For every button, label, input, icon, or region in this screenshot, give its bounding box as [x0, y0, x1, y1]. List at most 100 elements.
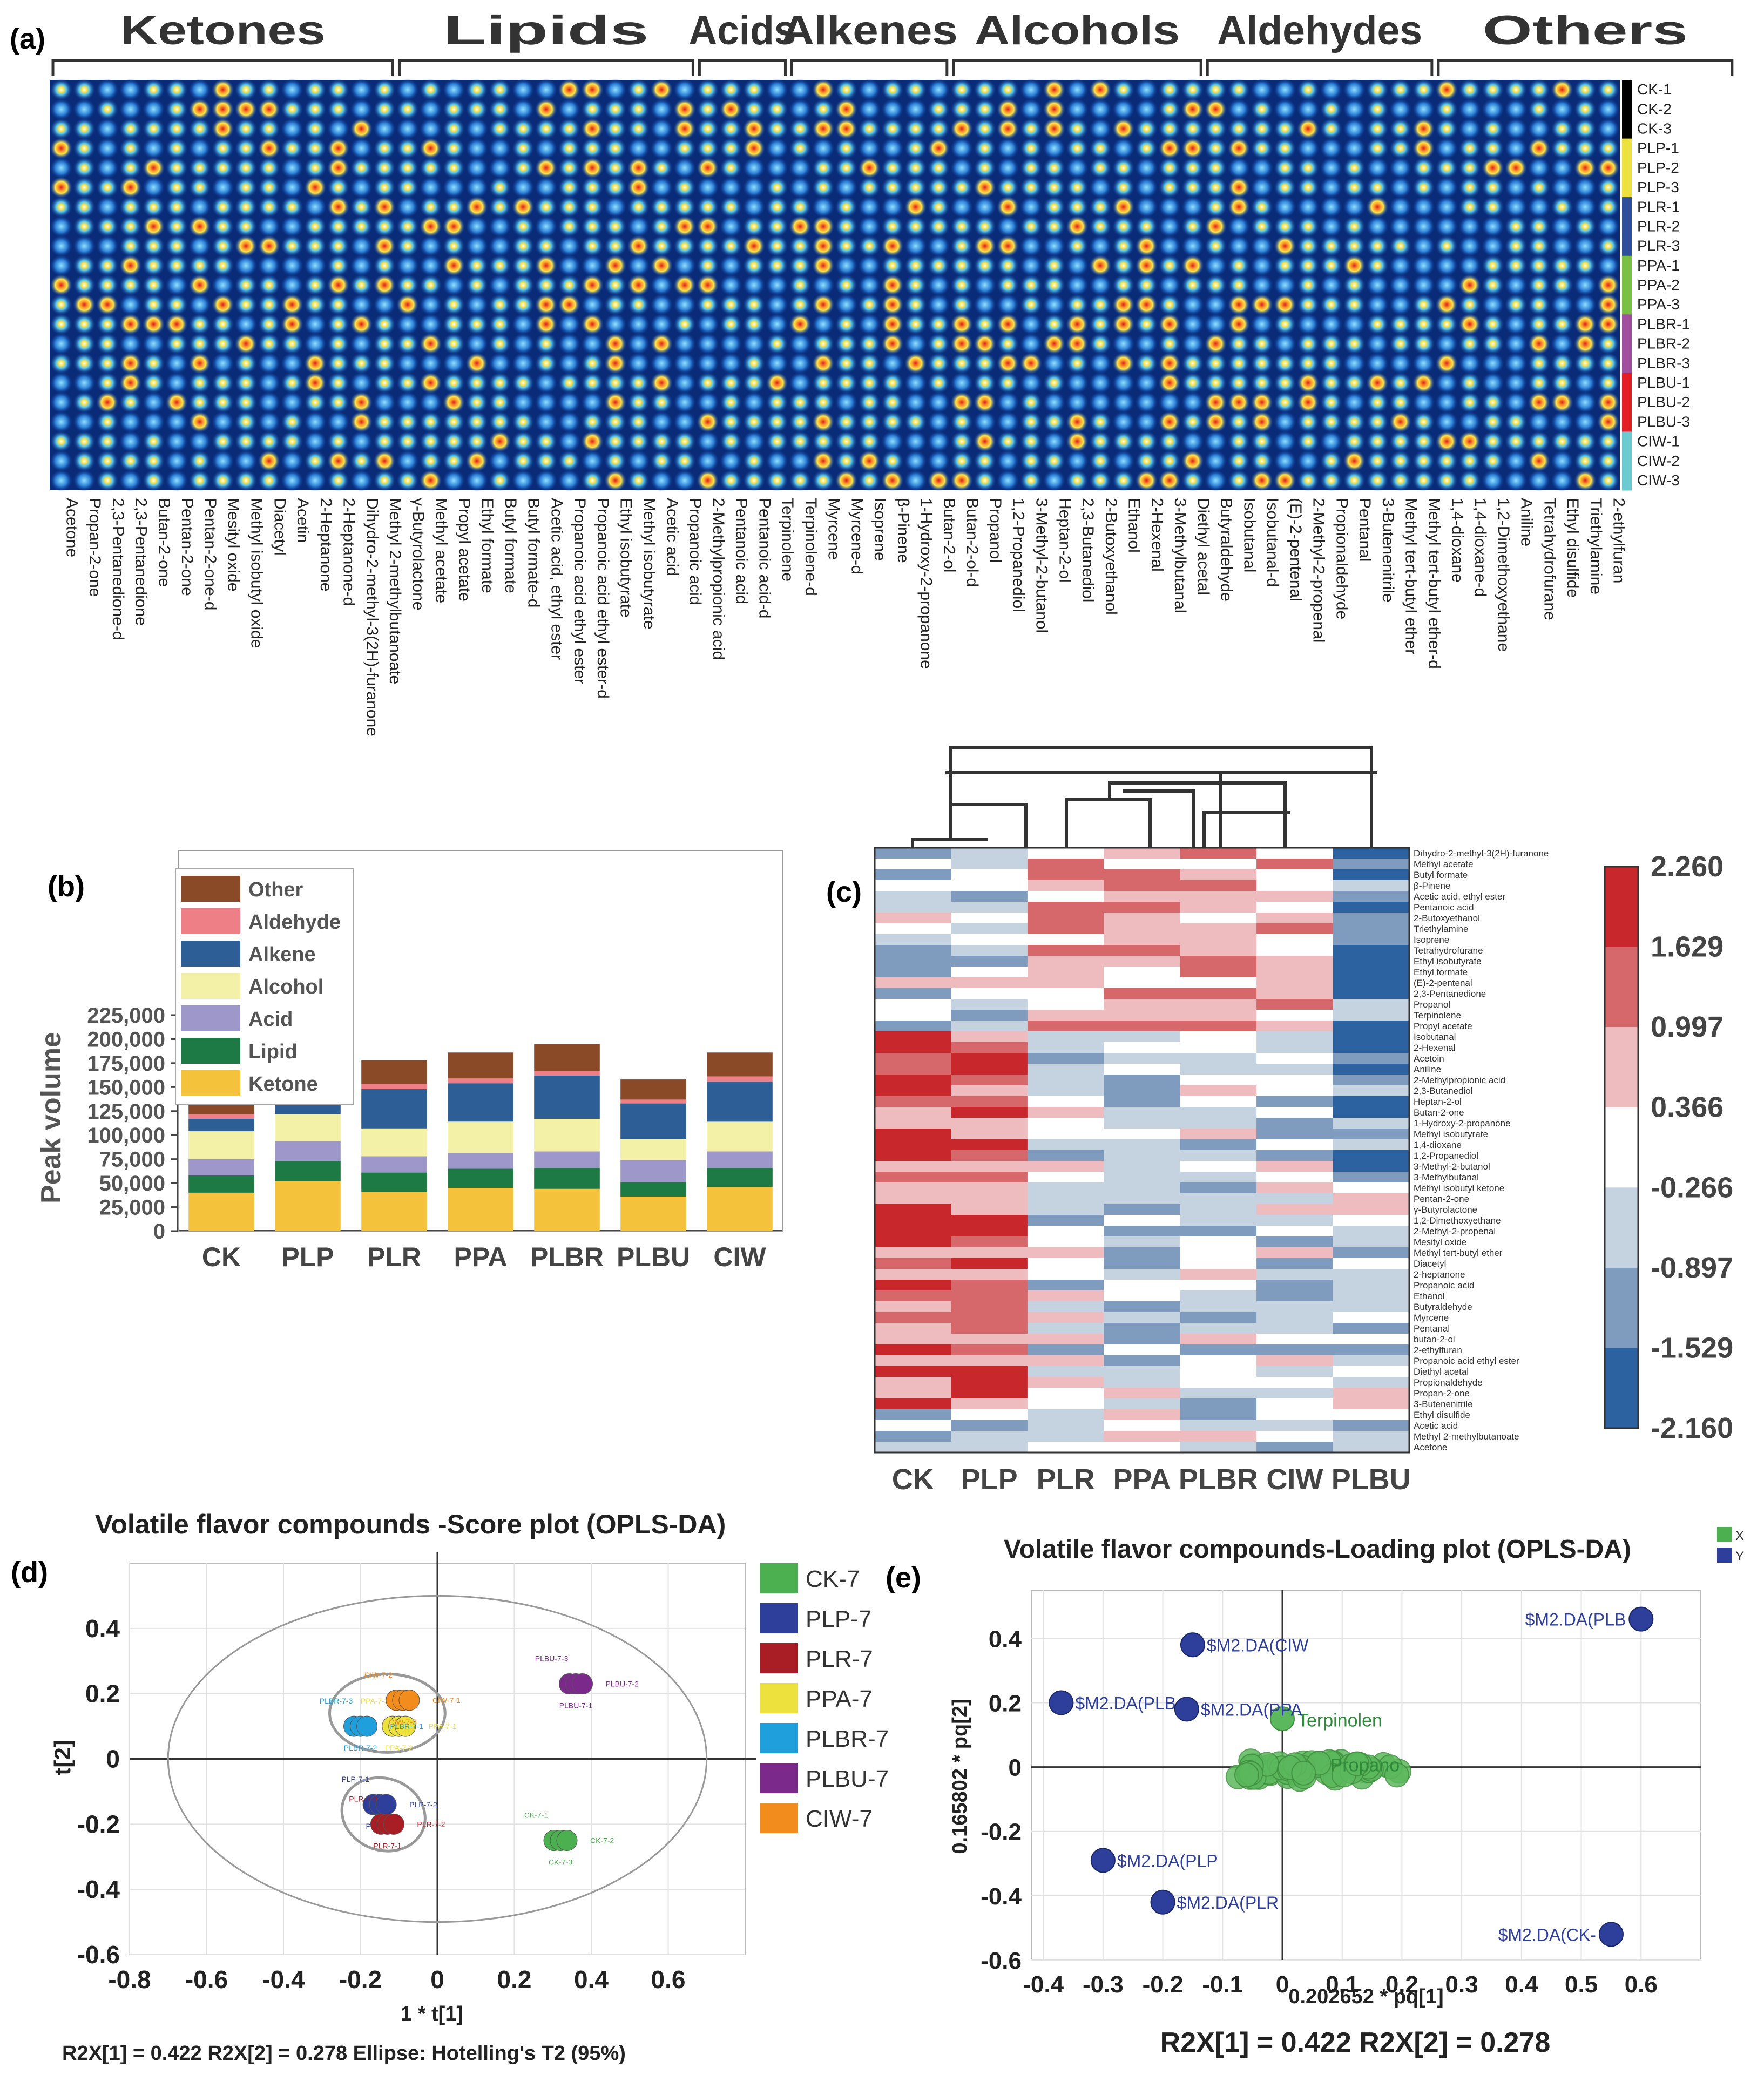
heatmap-a-cell — [997, 430, 1019, 452]
row-color-strip — [1622, 275, 1632, 295]
heatmap-a-cell — [512, 313, 535, 335]
heatmap-a-cell — [350, 118, 373, 140]
heatmap-a-cell — [766, 372, 788, 394]
row-color-strip — [1622, 451, 1632, 471]
heatmap-a-cell — [535, 235, 557, 257]
bar-segment-alkene — [361, 1089, 427, 1129]
heatmap-a-cell — [1574, 215, 1597, 238]
heatmap-c-cell — [1256, 1323, 1333, 1334]
heatmap-c-row-label: 2-ethylfuran — [1414, 1345, 1462, 1355]
heatmap-a-cell — [1574, 235, 1597, 257]
heatmap-a-cell — [835, 294, 857, 316]
heatmap-a-cell — [1458, 391, 1481, 413]
heatmap-a-cell — [442, 313, 465, 335]
heatmap-a-cell — [812, 470, 835, 491]
heatmap-a-cell — [1135, 177, 1158, 198]
heatmap-a-cell — [327, 215, 350, 238]
heatmap-c-cell — [1027, 1431, 1104, 1442]
heatmap-a-cell — [789, 470, 812, 491]
heatmap-a-cell — [1458, 177, 1481, 198]
heatmap-a-cell — [1574, 274, 1597, 296]
heatmap-a-cell — [835, 215, 857, 238]
heatmap-c-cell — [1104, 913, 1181, 924]
heatmap-a-cell — [212, 235, 234, 257]
heatmap-a-cell — [212, 411, 234, 433]
heatmap-a-cell — [835, 177, 857, 198]
y-point-label: $M2.DA(PLP — [1117, 1851, 1218, 1870]
x-tick-label: -0.2 — [1143, 1971, 1184, 1998]
heatmap-a-cell — [881, 215, 904, 238]
heatmap-a-cell — [1089, 118, 1112, 140]
heatmap-a-cell — [742, 352, 765, 374]
y-loading-point — [1628, 1606, 1654, 1632]
heatmap-a-cell — [581, 470, 604, 491]
heatmap-c-cell — [1256, 1204, 1333, 1215]
heatmap-a-cell — [442, 333, 465, 355]
heatmap-a-cell — [420, 411, 442, 433]
colorbar-frame — [1604, 866, 1639, 1429]
heatmap-a-cell — [1343, 470, 1366, 491]
column-label: Pentan-2-one — [178, 498, 196, 596]
heatmap-a-cell — [165, 118, 188, 140]
heatmap-a-cell — [627, 118, 650, 140]
heatmap-a-cell — [1458, 118, 1481, 140]
heatmap-a-cell — [1482, 430, 1504, 452]
column-label: Terpinolene-d — [802, 498, 820, 596]
heatmap-a-cell — [1020, 352, 1042, 374]
heatmap-a-cell — [1251, 430, 1273, 452]
heatmap-a-cell — [858, 352, 881, 374]
heatmap-a-cell — [1297, 215, 1320, 238]
heatmap-c-cell — [1027, 1064, 1104, 1075]
heatmap-a-cell — [442, 137, 465, 159]
heatmap-c-cell — [875, 1301, 951, 1313]
heatmap-a-cell — [535, 352, 557, 374]
heatmap-a-cell — [1389, 333, 1412, 355]
heatmap-a-cell — [73, 177, 96, 198]
heatmap-a-cell — [1482, 294, 1504, 316]
heatmap-a-cell — [742, 98, 765, 120]
heatmap-c-cell — [875, 1150, 951, 1161]
heatmap-a-cell — [1274, 352, 1296, 374]
heatmap-a-cell — [1528, 215, 1550, 238]
heatmap-a-cell — [1528, 196, 1550, 218]
heatmap-a-cell — [766, 333, 788, 355]
heatmap-c-cell — [1104, 1075, 1181, 1086]
heatmap-a-cell — [420, 254, 442, 276]
heatmap-c-cell — [1333, 988, 1410, 999]
y-tick-label: -0.4 — [981, 1883, 1022, 1910]
heatmap-a-cell — [1320, 313, 1342, 335]
heatmap-a-cell — [1597, 235, 1620, 257]
heatmap-a-cell — [1389, 430, 1412, 452]
heatmap-a-cell — [50, 352, 72, 374]
column-label: 1,2-Dimethoxyethane — [1495, 498, 1512, 652]
heatmap-a-cell — [1181, 333, 1204, 355]
heatmap-a-cell — [604, 157, 627, 179]
bar-segment-acid — [275, 1140, 341, 1161]
heatmap-c-cell — [875, 1398, 951, 1410]
heatmap-a-cell — [142, 450, 165, 472]
heatmap-a-cell — [1458, 450, 1481, 472]
heatmap-a-cell — [1320, 79, 1342, 101]
column-label: 2,3-Pentanedione — [132, 498, 150, 626]
heatmap-a-cell — [119, 215, 142, 238]
heatmap-a-cell — [1205, 391, 1227, 413]
heatmap-c-cell — [1180, 999, 1257, 1010]
heatmap-a-cell — [1528, 177, 1550, 198]
heatmap-a-cell — [1020, 294, 1042, 316]
heatmap-c-row-label: 2-Methyl-2-propenal — [1414, 1226, 1496, 1236]
heatmap-a-cell — [373, 352, 396, 374]
bar-segment-aldehyde — [707, 1076, 773, 1082]
heatmap-a-cell — [1412, 391, 1435, 413]
heatmap-a-cell — [1181, 372, 1204, 394]
heatmap-a-cell — [142, 372, 165, 394]
legend-swatch — [181, 1005, 240, 1031]
heatmap-a-cell — [1505, 352, 1528, 374]
heatmap-a-cell — [1551, 450, 1573, 472]
heatmap-a-cell — [304, 470, 327, 491]
heatmap-a-cell — [1458, 254, 1481, 276]
heatmap-a-cell — [1251, 313, 1273, 335]
heatmap-a-cell — [1227, 274, 1250, 296]
column-label: 2-ethylfuran — [1610, 498, 1628, 583]
heatmap-c-cell — [1027, 1398, 1104, 1410]
